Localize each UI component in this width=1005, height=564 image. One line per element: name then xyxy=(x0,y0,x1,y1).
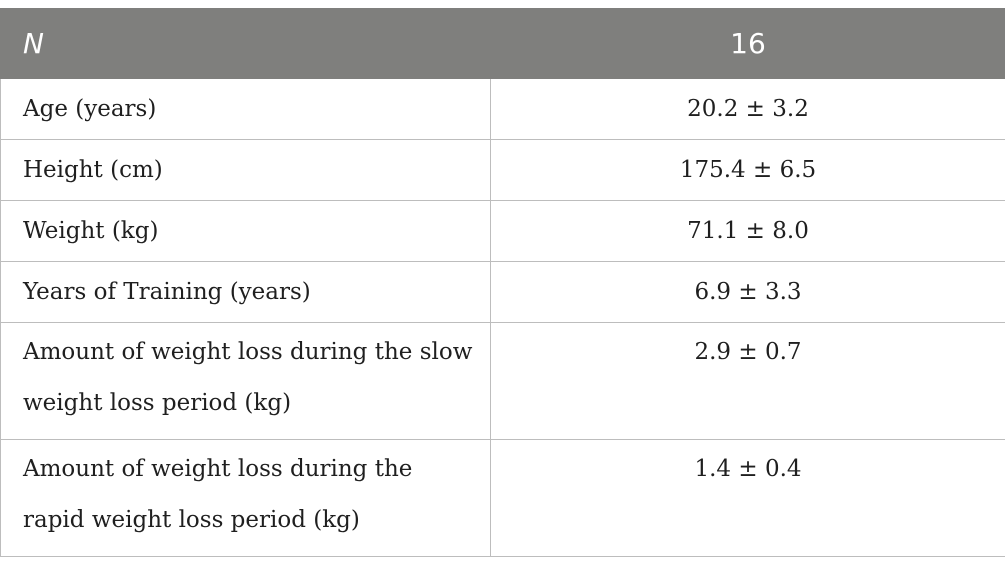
row-label: Weight (kg) xyxy=(0,200,491,262)
row-label: Amount of weight loss during the rapid w… xyxy=(0,439,491,557)
table-row-slow-weight-loss: Amount of weight loss during the slow we… xyxy=(0,322,1005,440)
row-value: 2.9 ± 0.7 xyxy=(490,322,1005,440)
table-row-rapid-weight-loss: Amount of weight loss during the rapid w… xyxy=(0,439,1005,557)
row-value: 1.4 ± 0.4 xyxy=(490,439,1005,557)
row-value: 175.4 ± 6.5 xyxy=(490,139,1005,201)
characteristics-table: N 16 Age (years) 20.2 ± 3.2 Height (cm) … xyxy=(0,8,1005,557)
row-value: 71.1 ± 8.0 xyxy=(490,200,1005,262)
table-row-height: Height (cm) 175.4 ± 6.5 xyxy=(0,139,1005,201)
row-label: Height (cm) xyxy=(0,139,491,201)
header-row: N 16 xyxy=(0,8,1005,79)
row-value: 6.9 ± 3.3 xyxy=(490,261,1005,323)
table-row-weight: Weight (kg) 71.1 ± 8.0 xyxy=(0,200,1005,262)
table-body: Age (years) 20.2 ± 3.2 Height (cm) 175.4… xyxy=(0,78,1005,557)
table-row-years-training: Years of Training (years) 6.9 ± 3.3 xyxy=(0,261,1005,323)
table-row-age: Age (years) 20.2 ± 3.2 xyxy=(0,78,1005,140)
row-label: Amount of weight loss during the slow we… xyxy=(0,322,491,440)
header-n-value: 16 xyxy=(490,8,1005,79)
header-n-label: N xyxy=(0,8,491,79)
row-label: Years of Training (years) xyxy=(0,261,491,323)
row-value: 20.2 ± 3.2 xyxy=(490,78,1005,140)
table-header: N 16 xyxy=(0,8,1005,79)
row-label: Age (years) xyxy=(0,78,491,140)
